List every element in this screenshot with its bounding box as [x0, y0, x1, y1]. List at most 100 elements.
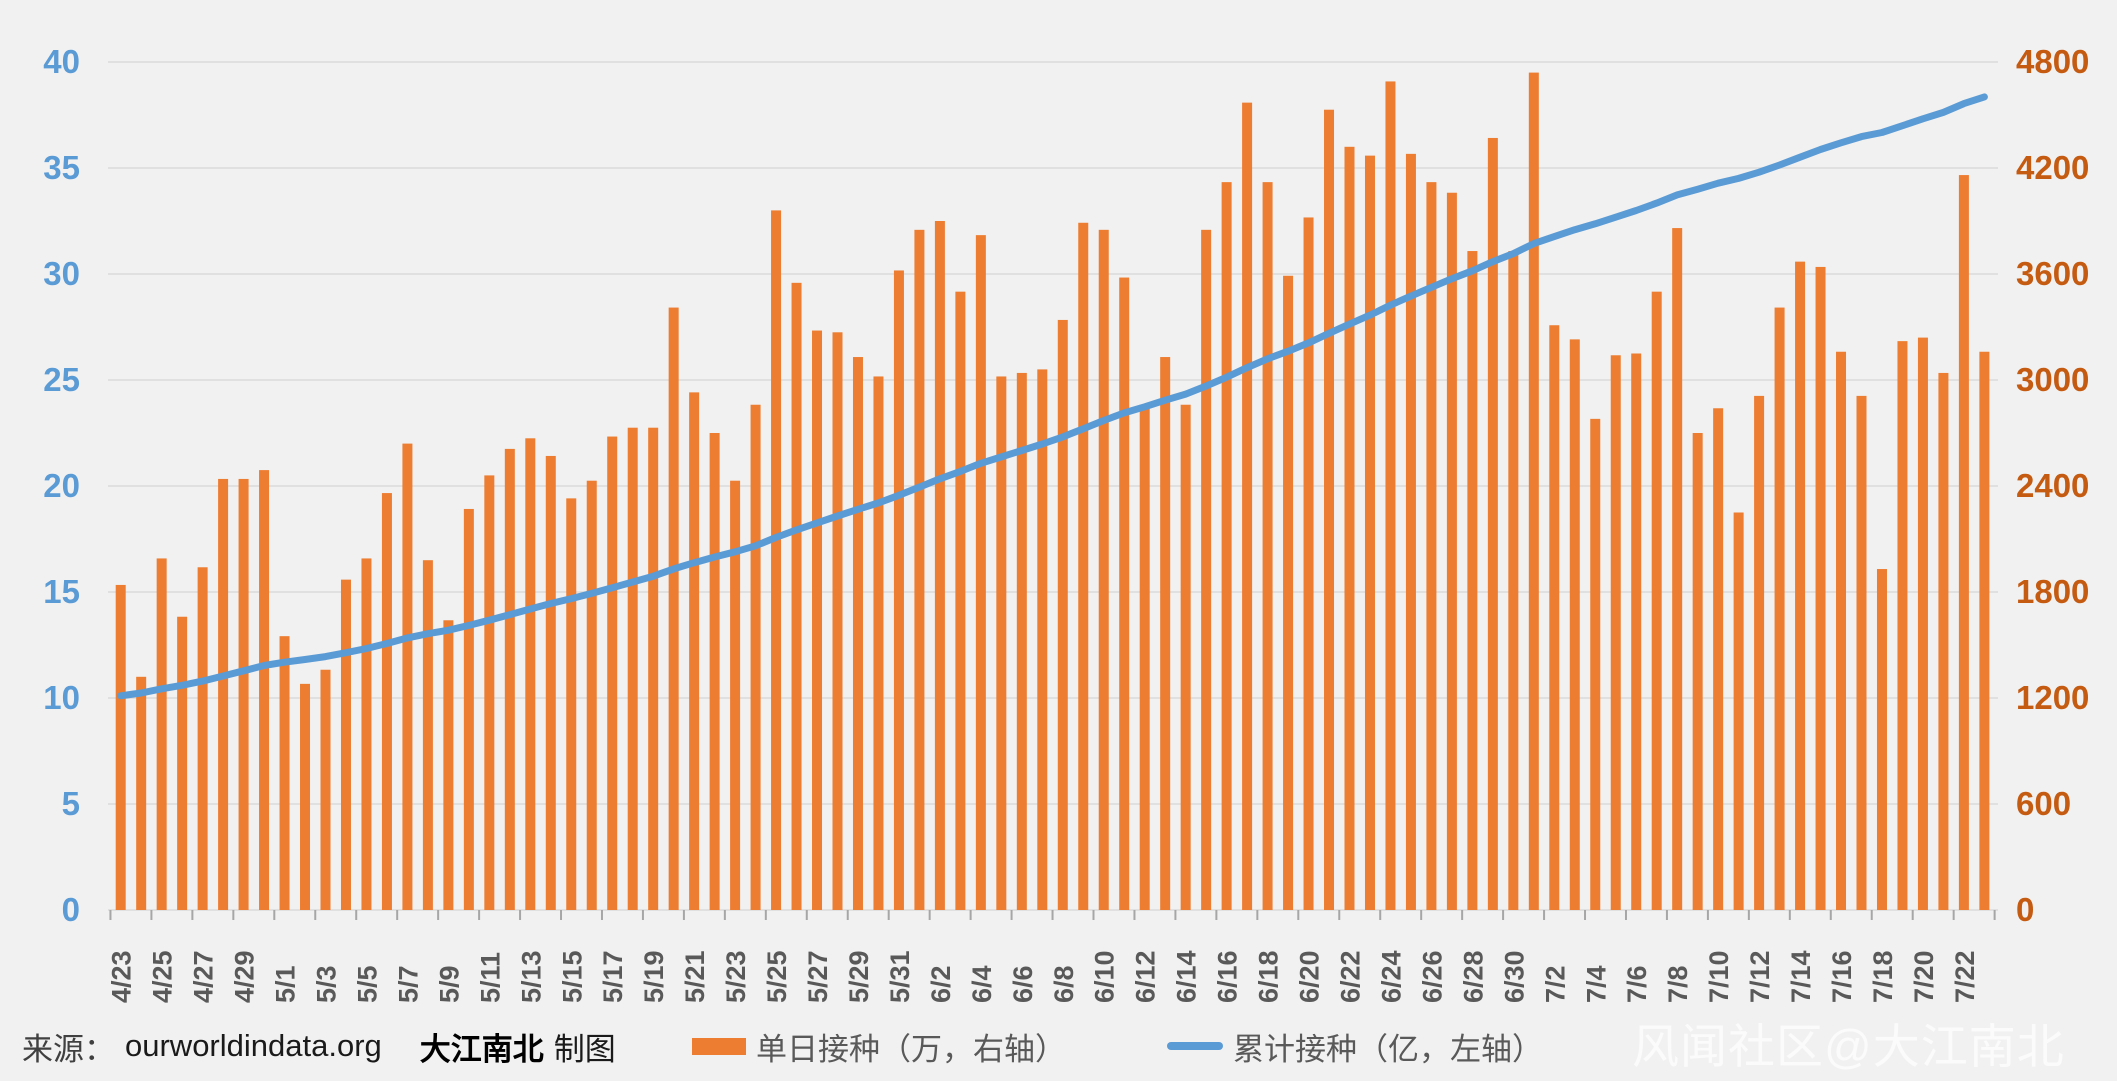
legend: 单日接种（万，右轴） 累计接种（亿，左轴）: [0, 1022, 2117, 1070]
daily-bar: [1836, 351, 1847, 910]
daily-bar: [914, 229, 925, 911]
x-axis-label: 5/9: [434, 965, 464, 1003]
daily-bar: [627, 427, 638, 910]
daily-bar: [1938, 372, 1949, 910]
x-axis-label: 5/13: [516, 950, 546, 1003]
daily-bar: [1713, 408, 1724, 910]
daily-bar: [525, 438, 536, 910]
x-axis-label: 6/22: [1336, 950, 1366, 1003]
x-axis-label: 5/3: [312, 965, 342, 1003]
daily-bar: [259, 470, 270, 910]
daily-bar: [750, 404, 761, 910]
left-axis-tick-label: 10: [43, 679, 80, 716]
legend-entry-cumulative: 累计接种（亿，左轴）: [1167, 1022, 1543, 1070]
x-axis-label: 5/21: [680, 950, 710, 1003]
x-axis-label: 6/14: [1172, 950, 1202, 1003]
daily-bar: [1917, 337, 1928, 911]
cumulative-line: [117, 93, 1988, 700]
daily-bar: [1610, 355, 1621, 910]
left-axis-tick-label: 5: [62, 785, 80, 822]
daily-bar: [402, 443, 413, 910]
daily-bar: [812, 330, 823, 910]
x-axis-label: 4/23: [107, 950, 137, 1003]
daily-bar: [1037, 369, 1048, 910]
daily-bar: [443, 620, 454, 910]
daily-bar: [852, 357, 863, 910]
cumulative-line-series: [117, 93, 1988, 700]
daily-bar: [1467, 251, 1478, 911]
daily-bar: [1405, 153, 1416, 910]
daily-bars-series: [115, 72, 1990, 911]
x-axis-label: 5/25: [762, 950, 792, 1003]
daily-bar: [1590, 418, 1601, 910]
left-axis-tick-label: 30: [43, 255, 80, 292]
daily-bar: [1774, 307, 1785, 911]
daily-bar: [463, 508, 474, 910]
daily-bar: [1795, 261, 1806, 911]
right-axis-tick-label: 3000: [2016, 361, 2089, 398]
legend-bar-swatch-icon: [692, 1037, 746, 1055]
daily-bar: [1856, 395, 1867, 910]
daily-bar: [1078, 222, 1089, 910]
x-axis-label: 7/4: [1581, 965, 1611, 1003]
x-axis-label: 5/7: [393, 965, 423, 1003]
daily-bar: [238, 478, 249, 910]
daily-bar: [1324, 109, 1335, 910]
daily-bar: [873, 376, 884, 910]
x-axis-label: 6/30: [1499, 950, 1529, 1003]
x-axis-label: 5/19: [639, 950, 669, 1003]
daily-bar: [709, 433, 720, 910]
watermark: 风闻社区@大江南北: [1632, 1020, 2065, 1073]
daily-bar: [320, 669, 331, 910]
source-label: 来源：: [22, 1031, 115, 1067]
x-axis-label: 7/20: [1909, 950, 1939, 1003]
x-axis-label: 7/6: [1622, 965, 1652, 1003]
daily-bar: [1446, 192, 1457, 910]
x-axis-label: 5/11: [475, 952, 505, 1003]
daily-bar: [893, 270, 904, 910]
x-axis-label: 6/6: [1008, 965, 1038, 1003]
daily-bar: [1262, 182, 1273, 911]
daily-bar: [1160, 357, 1171, 910]
x-axis-label: 7/22: [1950, 950, 1980, 1003]
source-credit: 来源： ourworldindata.org 大江南北 制图: [22, 1022, 616, 1070]
daily-bar: [1016, 372, 1027, 910]
x-axis-label: 6/8: [1049, 965, 1079, 1003]
x-axis-label: 5/27: [803, 950, 833, 1003]
daily-bar: [689, 392, 700, 910]
daily-bar: [1057, 319, 1068, 910]
x-axis-label: 6/16: [1213, 950, 1243, 1003]
daily-bar: [1344, 146, 1355, 911]
right-axis-tick-label: 600: [2016, 785, 2071, 822]
legend-entry-daily: 单日接种（万，右轴）: [692, 1022, 1066, 1070]
daily-bar: [1528, 72, 1539, 911]
legend-line-swatch-icon: [1167, 1042, 1223, 1050]
x-axis-label: 6/20: [1295, 950, 1325, 1003]
right-axis-labels: 0 600 1200 1800 2400 3000 3600 4200 4800: [2016, 43, 2089, 928]
x-axis-label: 5/31: [885, 950, 915, 1003]
daily-bar: [1385, 81, 1396, 910]
left-axis-labels: 0 5 10 15 20 25 30 35 40: [43, 43, 80, 928]
daily-bar: [136, 676, 147, 910]
x-axis-label: 4/29: [230, 950, 260, 1003]
x-axis-label: 5/5: [353, 965, 383, 1003]
x-axis-label: 7/18: [1868, 950, 1898, 1003]
x-axis-label: 7/10: [1704, 950, 1734, 1003]
daily-bar: [1876, 569, 1887, 910]
daily-bar: [1754, 395, 1765, 910]
x-axis-label: 4/25: [148, 950, 178, 1003]
daily-bar: [1508, 251, 1519, 911]
daily-bar: [1180, 404, 1191, 910]
x-axis-label: 6/12: [1131, 950, 1161, 1003]
daily-bar: [648, 427, 659, 910]
x-axis-ticks: [109, 910, 1996, 920]
daily-bar: [1139, 404, 1150, 910]
daily-bar: [975, 235, 986, 911]
daily-bar: [1631, 353, 1642, 910]
daily-bar: [218, 478, 229, 910]
x-axis-label: 6/4: [967, 965, 997, 1003]
x-axis-label: 6/2: [926, 965, 956, 1003]
x-axis-label: 5/23: [721, 950, 751, 1003]
x-axis-label: 5/15: [557, 950, 587, 1003]
